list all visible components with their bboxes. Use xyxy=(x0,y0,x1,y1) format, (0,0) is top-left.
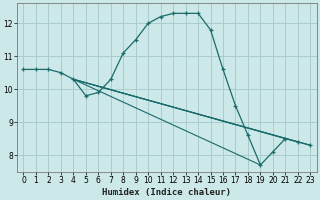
X-axis label: Humidex (Indice chaleur): Humidex (Indice chaleur) xyxy=(102,188,231,197)
